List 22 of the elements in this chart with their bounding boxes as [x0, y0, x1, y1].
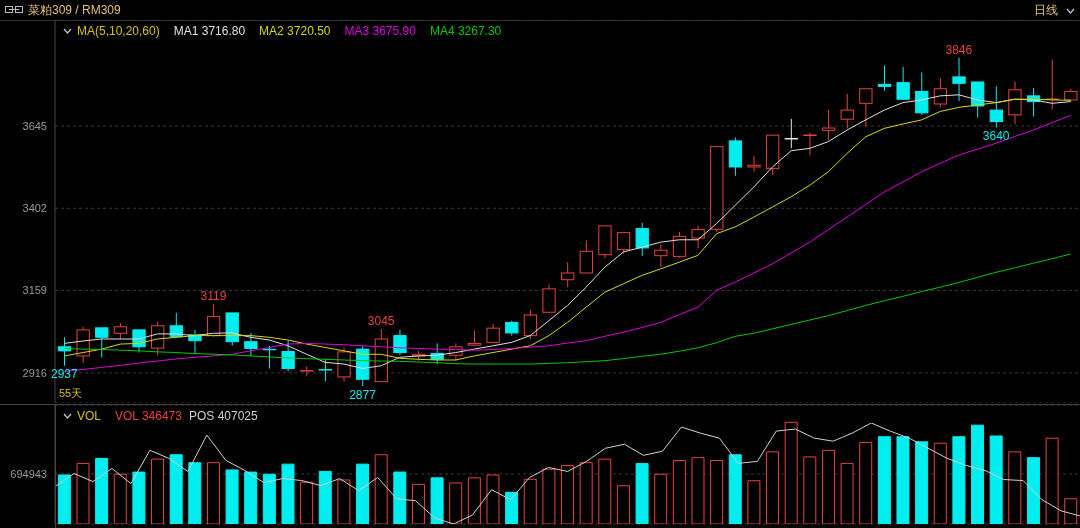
text: VOL 346473 [115, 409, 182, 423]
annotation: 2877 [349, 387, 377, 402]
annotation: 2937 [50, 367, 78, 382]
legend-title: MA(5,10,20,60) [77, 24, 160, 38]
annotation: 3846 [945, 42, 973, 57]
text: MA4 3267.30 [429, 24, 502, 38]
y-tick-label: 3645 [22, 119, 47, 132]
text: MA1 3716.80 [173, 24, 246, 38]
text: 日线 [1034, 2, 1058, 19]
annotation: 3045 [367, 314, 395, 329]
text: MA3 3675.90 [344, 24, 416, 38]
annotation: 55天 [59, 386, 83, 401]
y-tick-label: 3159 [22, 284, 47, 297]
y-tick-label: 2916 [22, 366, 47, 379]
annotation: 3640 [982, 129, 1010, 144]
text: MA2 3720.50 [259, 24, 331, 38]
annotation: 3119 [200, 289, 227, 304]
chart-title: 菜粕309 / RM309 [28, 2, 121, 19]
y-tick-label: 3402 [22, 202, 47, 215]
series-label: POS 407025 [189, 409, 258, 423]
legend-title: VOL [77, 409, 102, 423]
y-tick-label: 694943 [10, 467, 47, 480]
